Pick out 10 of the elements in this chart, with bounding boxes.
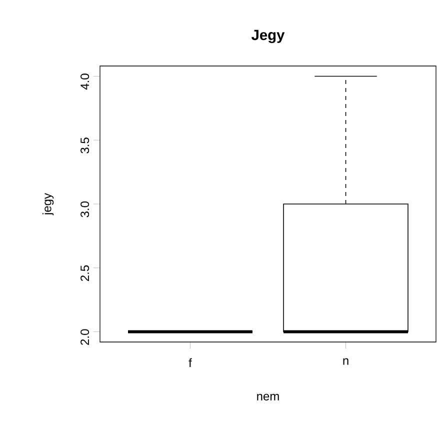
y-tick-label: 2.0 <box>80 329 90 345</box>
y-tick-label: 4.0 <box>80 74 90 90</box>
x-tick-label: f <box>188 358 192 367</box>
x-tick-label: n <box>343 358 348 365</box>
chart-title: Jegy <box>252 30 285 44</box>
y-axis-title: jegy <box>42 193 54 216</box>
y-tick-label: 2.5 <box>80 265 90 281</box>
x-axis-title: nem <box>257 394 279 400</box>
y-tick-label: 3.5 <box>80 138 90 154</box>
y-tick-label: 3.0 <box>80 201 90 218</box>
